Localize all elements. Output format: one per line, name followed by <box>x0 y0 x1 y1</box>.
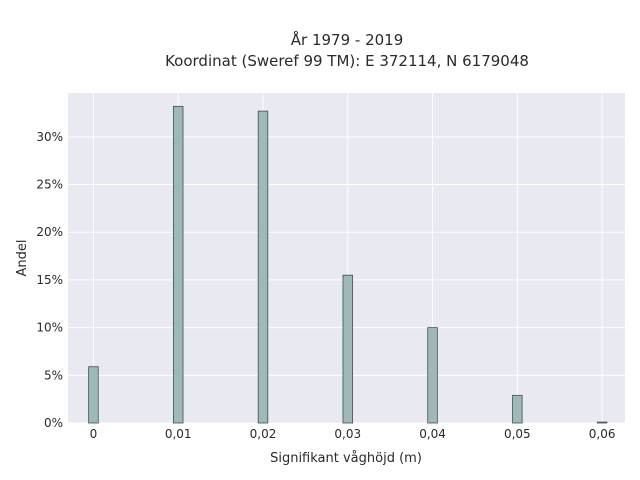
y-axis-ticks: 0% 5% 10% 15% 20% 25% 30% <box>36 130 63 430</box>
x-tick-label: 0,05 <box>504 427 531 441</box>
bar <box>596 421 608 424</box>
y-tick-label: 25% <box>36 178 63 192</box>
x-tick-label: 0,06 <box>589 427 616 441</box>
bar <box>512 394 523 424</box>
bar <box>427 327 438 424</box>
bar <box>257 110 269 424</box>
y-tick-label: 15% <box>36 273 63 287</box>
x-tick-label: 0,03 <box>334 427 361 441</box>
y-tick-label: 5% <box>44 368 63 382</box>
x-tick-label: 0,01 <box>165 427 192 441</box>
bar <box>342 274 353 424</box>
x-tick-label: 0,04 <box>419 427 446 441</box>
x-axis-ticks: 0 0,01 0,02 0,03 0,04 0,05 0,06 <box>90 427 616 441</box>
x-axis-label: Signifikant våghöjd (m) <box>270 451 422 466</box>
y-tick-label: 30% <box>36 130 63 144</box>
y-tick-label: 0% <box>44 416 63 430</box>
chart-title: År 1979 - 2019 <box>291 30 404 49</box>
bar <box>88 366 99 424</box>
x-tick-label: 0 <box>90 427 98 441</box>
bars <box>88 105 608 424</box>
chart-subtitle: Koordinat (Sweref 99 TM): E 372114, N 61… <box>165 52 529 70</box>
x-tick-label: 0,02 <box>250 427 277 441</box>
y-tick-label: 20% <box>36 225 63 239</box>
y-axis-label: Andel <box>15 240 30 277</box>
y-tick-label: 10% <box>36 321 63 335</box>
bar <box>173 105 184 424</box>
